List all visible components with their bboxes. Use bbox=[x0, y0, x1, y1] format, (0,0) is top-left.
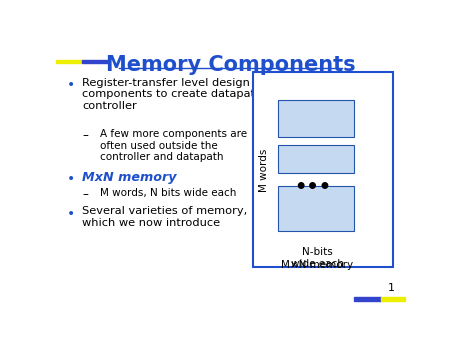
Text: A few more components are
often used outside the
controller and datapath: A few more components are often used out… bbox=[100, 129, 247, 162]
Text: M×N memory: M×N memory bbox=[281, 261, 353, 270]
Text: M words: M words bbox=[260, 149, 270, 192]
Text: •: • bbox=[67, 78, 75, 92]
Text: 1: 1 bbox=[387, 283, 395, 293]
Bar bbox=[381, 297, 405, 301]
Bar bbox=[56, 59, 82, 63]
Bar bbox=[82, 59, 108, 63]
Text: Memory Components: Memory Components bbox=[106, 55, 356, 75]
Bar bbox=[253, 72, 393, 267]
Text: –: – bbox=[82, 129, 88, 142]
Text: M words, N bits wide each: M words, N bits wide each bbox=[100, 188, 236, 198]
Text: •: • bbox=[67, 207, 75, 221]
Text: Several varieties of memory,
which we now introduce: Several varieties of memory, which we no… bbox=[82, 206, 248, 228]
Text: MxN memory: MxN memory bbox=[82, 171, 177, 184]
Bar bbox=[278, 100, 355, 137]
Text: N-bits
wide each: N-bits wide each bbox=[291, 247, 343, 269]
Bar bbox=[355, 297, 381, 301]
Bar bbox=[278, 145, 355, 173]
Text: •: • bbox=[67, 172, 75, 186]
Text: Register-transfer level design instantiates datapath
components to create datapa: Register-transfer level design instantia… bbox=[82, 77, 376, 111]
Text: –: – bbox=[82, 188, 88, 201]
Text: •••: ••• bbox=[294, 178, 331, 197]
Bar bbox=[278, 186, 355, 231]
